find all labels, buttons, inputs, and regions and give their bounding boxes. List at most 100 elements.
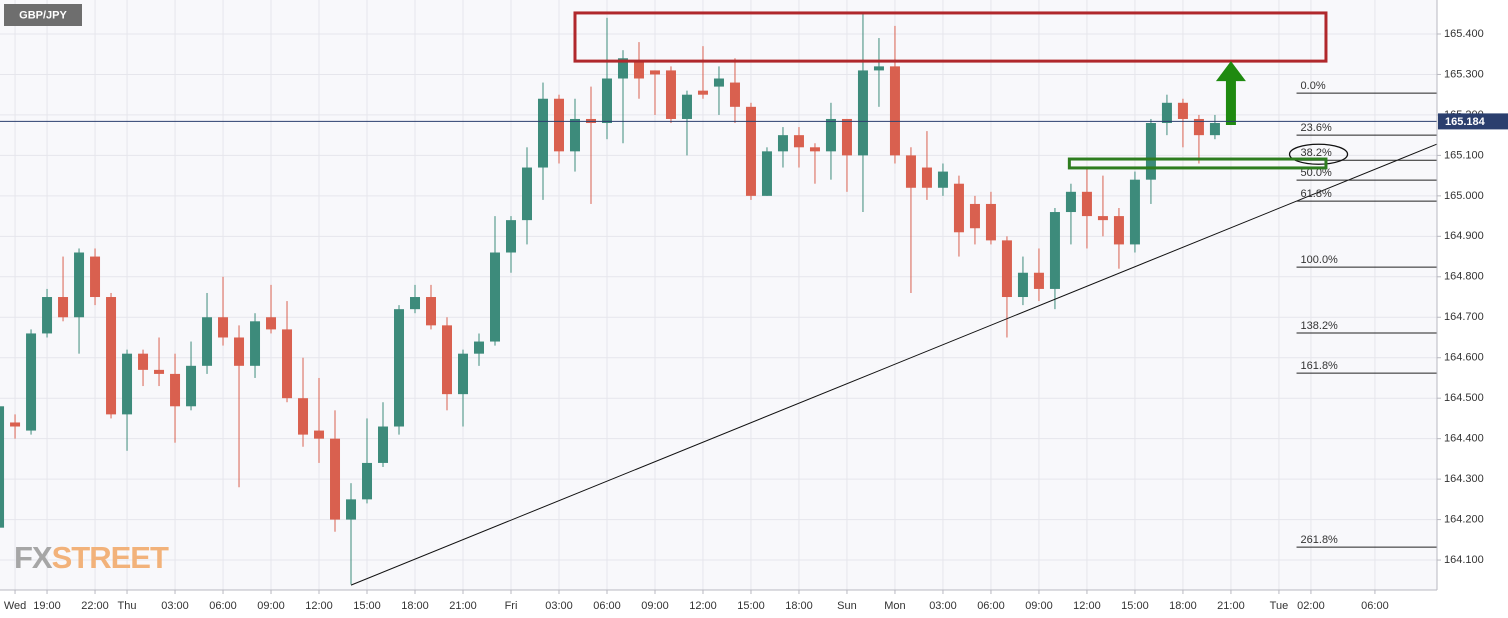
- x-tick-label: 06:00: [593, 600, 621, 612]
- candle-body: [729, 82, 740, 107]
- candle-body: [1113, 216, 1124, 245]
- x-tick-label: 22:00: [81, 600, 109, 612]
- candle-body: [745, 106, 756, 196]
- candle-body: [521, 167, 532, 221]
- candle-body: [250, 321, 261, 366]
- candle-body: [202, 317, 213, 366]
- fib-label: 161.8%: [1301, 360, 1339, 372]
- candle-body: [617, 58, 628, 79]
- y-tick-label: 164.600: [1444, 352, 1484, 364]
- candle-body: [1129, 179, 1140, 245]
- candle-body: [378, 426, 389, 463]
- arrow: [1215, 61, 1246, 126]
- x-tick-label: 19:00: [33, 600, 61, 612]
- candle-body: [362, 462, 373, 500]
- y-tick-label: 164.400: [1444, 433, 1484, 445]
- fib-label: 138.2%: [1301, 320, 1339, 332]
- candle-body: [58, 297, 69, 318]
- x-tick-label: 12:00: [689, 600, 717, 612]
- candle-body: [442, 325, 453, 395]
- candle-body: [154, 369, 165, 374]
- candle-body: [1161, 102, 1172, 124]
- candle-body: [921, 167, 932, 188]
- y-tick-label: 165.000: [1444, 190, 1484, 202]
- fib-label: 38.2%: [1301, 147, 1332, 159]
- watermark: FXSTREET: [14, 540, 169, 575]
- y-tick-label: 165.100: [1444, 149, 1484, 161]
- x-tick-label: 18:00: [1169, 600, 1197, 612]
- candle-body: [474, 341, 484, 354]
- y-tick-label: 164.200: [1444, 513, 1484, 525]
- x-tick-label: 09:00: [641, 600, 669, 612]
- candle-body: [889, 66, 900, 156]
- candle-body: [569, 118, 580, 152]
- candle-body: [777, 135, 788, 152]
- watermark-part: STREET: [52, 540, 169, 575]
- candle-body: [601, 78, 612, 124]
- candle-body: [553, 98, 564, 152]
- x-tick-label: 12:00: [1073, 600, 1101, 612]
- fib-label: 0.0%: [1301, 80, 1326, 92]
- y-tick-label: 164.500: [1444, 392, 1484, 404]
- candle-body: [809, 147, 820, 152]
- x-tick-label: 03:00: [161, 600, 189, 612]
- x-tick-label: 02:00: [1297, 600, 1325, 612]
- candle-body: [841, 118, 852, 156]
- candle-body: [410, 297, 421, 310]
- candle-body: [138, 353, 149, 370]
- x-tick-label: Thu: [118, 600, 137, 612]
- candle-body: [713, 78, 724, 87]
- candle-body: [0, 406, 5, 528]
- candle-body: [234, 337, 245, 366]
- y-tick-label: 165.300: [1444, 68, 1484, 80]
- candle-body: [10, 422, 21, 427]
- candle-body: [1097, 216, 1108, 221]
- candle-body: [985, 203, 996, 241]
- y-tick-label: 164.900: [1444, 230, 1484, 242]
- y-tick-label: 165.400: [1444, 28, 1484, 40]
- fib-highlight: [1288, 143, 1349, 165]
- candle-body: [1209, 123, 1220, 136]
- y-tick-label: 164.100: [1444, 554, 1484, 566]
- y-tick-label: 164.300: [1444, 473, 1484, 485]
- x-tick-label: 21:00: [1217, 600, 1245, 612]
- y-tick-label: 164.700: [1444, 311, 1484, 323]
- zone-box: [573, 11, 1328, 63]
- x-tick-label: 03:00: [545, 600, 573, 612]
- x-tick-label: 18:00: [401, 600, 429, 612]
- fib-label: 100.0%: [1301, 254, 1339, 266]
- x-tick-label: 21:00: [449, 600, 477, 612]
- fib-label: 50.0%: [1301, 167, 1332, 179]
- fib-label: 61.8%: [1301, 188, 1332, 200]
- candle-body: [665, 70, 676, 119]
- candle-body: [394, 309, 405, 427]
- candle-body: [969, 203, 980, 229]
- candle-body: [346, 499, 357, 520]
- candle-body: [426, 297, 437, 326]
- candle-body: [218, 317, 229, 338]
- symbol: GBP/JPY: [19, 9, 67, 21]
- candle-body: [26, 333, 37, 431]
- candle-body: [697, 90, 708, 95]
- candle-body: [633, 62, 644, 79]
- x-tick-label: 06:00: [1361, 600, 1389, 612]
- candle-body: [1017, 272, 1028, 298]
- candle-body: [458, 353, 469, 395]
- candle-body: [825, 118, 836, 152]
- candle-body: [937, 171, 948, 188]
- candle-body: [489, 252, 500, 342]
- last-price-tag: [1438, 113, 1508, 130]
- marks: 0.0% 23.6% 38.2% 50.0% 61.8% 100.0% 138.2% 161.…: [0, 11, 1438, 586]
- candle-body: [74, 252, 85, 318]
- candle-body: [953, 183, 964, 233]
- candle-body: [873, 66, 884, 71]
- candle-body: [1049, 212, 1060, 289]
- x-tick-label: 06:00: [977, 600, 1005, 612]
- candle-body: [505, 220, 516, 253]
- candle-body: [857, 70, 868, 156]
- x-tick-label: Tue: [1270, 600, 1289, 612]
- candle-body: [1001, 240, 1012, 298]
- candle-body: [905, 155, 916, 188]
